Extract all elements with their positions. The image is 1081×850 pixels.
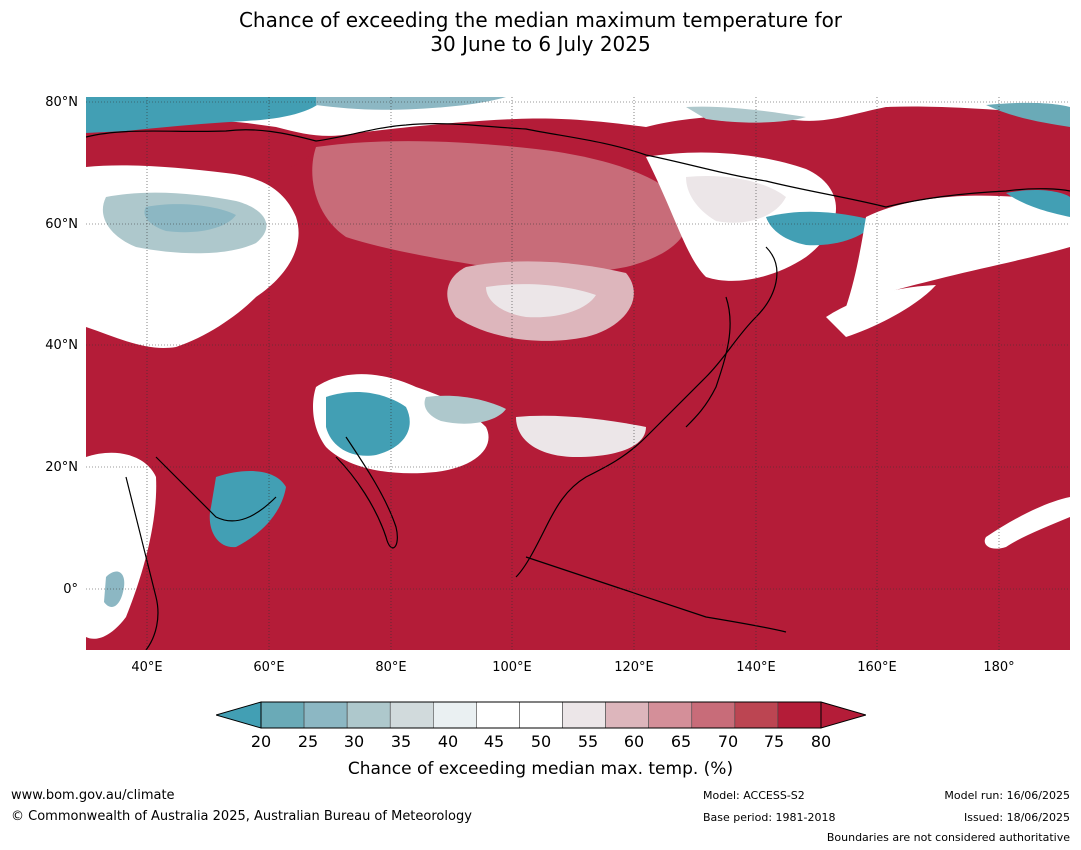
east-siberia-lightgrey [686,175,786,223]
lon-label-60e: 60°E [253,660,285,675]
colorbar-cell [346,701,391,729]
lat-label-40n: 40°N [45,338,78,353]
copyright-text: © Commonwealth of Australia 2025, Austra… [11,809,472,824]
colorbar-cell [734,701,779,729]
lon-label-100e: 100°E [492,660,532,675]
colorbar-cell [648,701,693,729]
arabian-sea-blue-patch [209,471,286,548]
lat-label-0: 0° [63,582,78,597]
japan-coastline [685,296,731,428]
colorbar-extend-high [820,701,866,729]
arctic-blue-patch-north [316,97,506,110]
india-coastline [335,436,398,549]
issued-date: Issued: 18/06/2025 [963,811,1070,824]
tibet-blue-region [326,392,410,456]
colorbar-tick-50: 50 [530,732,552,751]
colorbar-tick-75: 75 [763,732,785,751]
colorbar-label: Chance of exceeding median max. temp. (%… [347,759,734,779]
africa-white-region [86,452,157,639]
lon-label-140e: 140°E [736,660,776,675]
colorbar-tick-45: 45 [483,732,505,751]
africa-blue-patch [104,571,125,607]
lat-label-20n: 20°N [45,460,78,475]
bering-blue-patch [1006,190,1070,217]
title-line-2: 30 June to 6 July 2025 [430,32,651,56]
model-run-date: Model run: 16/06/2025 [944,789,1070,802]
colorbar [216,701,866,729]
base-period: Base period: 1981-2018 [703,811,836,824]
kamchatka-white-region [846,195,1070,307]
arctic-coastline [86,123,1070,208]
arctic-grey-patch [686,106,806,123]
colorbar-cell [691,701,736,729]
colorbar-cell [303,701,348,729]
colorbar-tick-40: 40 [437,732,459,751]
colorbar-tick-60: 60 [623,732,645,751]
colorbar-extend-low [216,701,262,729]
central-asia-blue-core [144,204,236,233]
colorbar-cell [433,701,477,729]
arabia-coastline [155,456,277,522]
colorbar-outline [260,701,822,729]
model-name: Model: ACCESS-S2 [703,789,805,802]
website-link[interactable]: www.bom.gov.au/climate [11,788,175,803]
pacific-east-white-streak [984,497,1070,549]
colorbar-tick-70: 70 [717,732,739,751]
map-gridlines [86,97,1070,650]
lon-label-120e: 120°E [614,660,654,675]
pacific-white-streak [826,285,936,337]
colorbar-tick-65: 65 [670,732,692,751]
arctic-blue-patch-east [986,102,1070,127]
lon-label-40e: 40°E [131,660,163,675]
boundaries-disclaimer: Boundaries are not considered authoritat… [826,831,1070,844]
siberia-pink-region [312,141,688,273]
lon-label-160e: 160°E [857,660,897,675]
lon-label-180: 180° [983,660,1015,675]
map-title: Chance of exceeding the median maximum t… [0,8,1081,56]
arctic-blue-patch-west [86,97,326,133]
europe-red-region [86,128,316,172]
colorbar-tick-20: 20 [250,732,272,751]
title-line-1: Chance of exceeding the median maximum t… [238,8,843,32]
map-canvas [86,97,1070,650]
colorbar-tick-80: 80 [810,732,832,751]
colorbar-tick-25: 25 [297,732,319,751]
lon-label-80e: 80°E [375,660,407,675]
colorbar-cell [777,701,822,729]
colorbar-cell [476,701,520,729]
mongolia-lightgrey [486,284,596,318]
colorbar-tick-55: 55 [577,732,599,751]
lat-label-80n: 80°N [45,95,78,110]
colorbar-cell [605,701,649,729]
colorbar-tick-35: 35 [390,732,412,751]
indonesia-coastline [525,556,787,633]
colorbar-cells [216,701,866,729]
forecast-map [86,97,1070,650]
colorbar-cell [562,701,606,729]
okhotsk-blue-patch [766,211,876,246]
colorbar-tick-30: 30 [343,732,365,751]
colorbar-cell [519,701,563,729]
africa-coastline [125,476,159,650]
colorbar-cell [389,701,434,729]
lat-label-60n: 60°N [45,217,78,232]
tibet-east-blue [424,395,506,424]
colorbar-cell [260,701,305,729]
south-china-lightgrey [516,415,646,457]
